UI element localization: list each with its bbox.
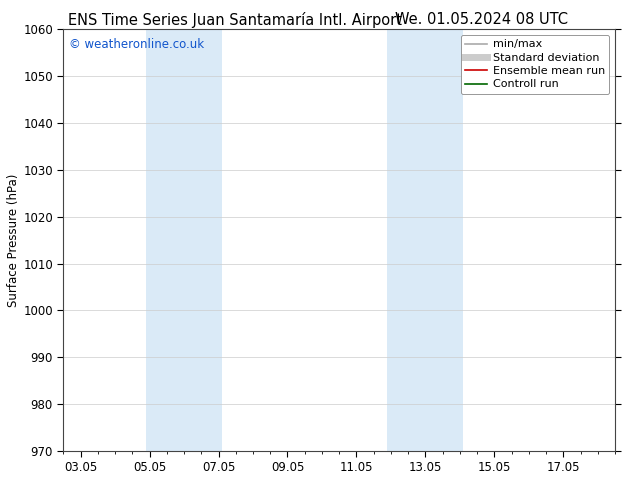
Text: We. 01.05.2024 08 UTC: We. 01.05.2024 08 UTC <box>396 12 568 27</box>
Bar <box>146 29 222 451</box>
Bar <box>387 29 463 451</box>
Text: ENS Time Series Juan Santamaría Intl. Airport: ENS Time Series Juan Santamaría Intl. Ai… <box>68 12 401 28</box>
Y-axis label: Surface Pressure (hPa): Surface Pressure (hPa) <box>8 173 20 307</box>
Text: © weatheronline.co.uk: © weatheronline.co.uk <box>69 38 204 51</box>
Legend: min/max, Standard deviation, Ensemble mean run, Controll run: min/max, Standard deviation, Ensemble me… <box>460 35 609 94</box>
